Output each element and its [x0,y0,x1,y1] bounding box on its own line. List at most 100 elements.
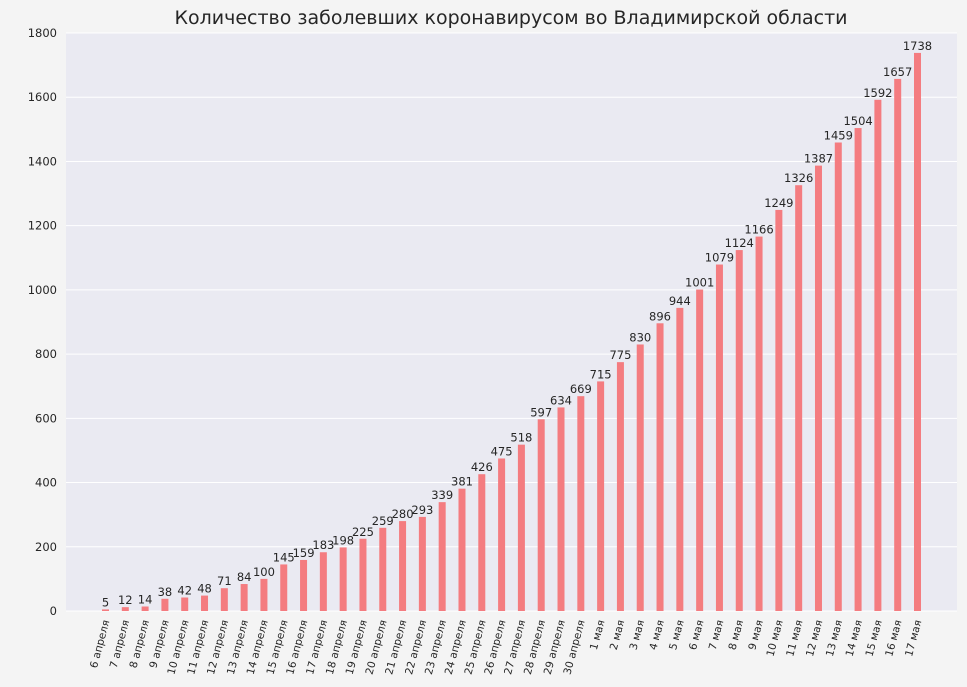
bar-value-label: 715 [590,367,612,381]
bar-value-label: 1124 [725,236,754,250]
bar [636,344,644,611]
bar-value-label: 48 [197,582,212,596]
bar-value-label: 183 [312,538,334,552]
x-tick-label: 17 мая [903,619,924,658]
bar-value-label: 381 [451,475,473,489]
bar-value-label: 339 [431,488,453,502]
bar [478,474,486,611]
bar [141,606,149,611]
x-tick-label: 12 мая [804,619,825,658]
bar [201,595,209,611]
y-tick-label: 1600 [28,90,57,104]
bar-value-label: 100 [253,565,275,579]
bar [438,502,446,611]
chart-title: Количество заболевших коронавирусом во В… [174,7,847,29]
bar-value-label: 775 [609,348,631,362]
bar [676,307,684,611]
x-tick-label: 1 мая [588,619,608,652]
y-tick-label: 800 [35,347,57,361]
y-tick-label: 1800 [28,26,57,40]
bar-value-label: 1326 [784,171,813,185]
y-grid [66,32,957,612]
bar-value-label: 12 [118,593,133,607]
plot-area [66,33,957,611]
bar [220,588,228,611]
bar [280,564,288,611]
bar-value-label: 475 [491,444,513,458]
bar [339,547,347,611]
bar [914,52,921,612]
bar [418,516,426,611]
bar-value-label: 42 [177,584,192,598]
bar-value-label: 84 [237,570,252,584]
bar-value-label: 669 [570,382,592,396]
y-tick-label: 1000 [28,283,57,297]
bar [894,78,902,612]
bar [834,142,842,611]
bar-value-label: 145 [273,550,295,564]
bar-value-label: 944 [669,294,691,308]
x-tick-label: 2 мая [608,619,628,652]
bar [597,381,605,611]
bar [557,407,565,611]
bar [121,607,129,611]
x-tick-label: 10 мая [764,619,785,658]
bar [319,552,327,611]
bar-value-label: 1387 [804,152,833,166]
bars [102,52,921,612]
bar [715,264,723,611]
bar-value-label: 71 [217,574,232,588]
bar-value-label: 198 [332,533,354,547]
bar [260,578,268,611]
value-labels: 5 12 14 38 42 48 71 84 1001451591831982252592802… [102,39,932,609]
bar [359,538,367,611]
bar-value-label: 280 [392,507,414,521]
bar-value-label: 1166 [744,223,773,237]
bar-value-label: 1592 [863,86,892,100]
y-ticks: 0 200 400 600 800 1000 1200 1400 1600 1800 [28,26,57,618]
y-tick-label: 0 [50,604,57,618]
bar-value-label: 426 [471,460,493,474]
x-tick-label: 7 мая [707,619,727,652]
bar-value-label: 1504 [843,114,872,128]
bar-value-label: 14 [138,593,153,607]
bar-value-label: 1249 [764,196,793,210]
y-tick-label: 200 [35,540,57,554]
bar [240,584,248,611]
bar [181,597,189,611]
bar [102,609,109,611]
bar [735,250,743,611]
x-tick-label: 14 мая [844,619,865,658]
x-tick-label: 15 мая [864,619,885,658]
y-tick-label: 400 [35,476,57,490]
bar [577,396,585,611]
x-tick-label: 16 мая [883,619,904,658]
bar-value-label: 5 [102,595,109,609]
bar-value-label: 38 [158,585,173,599]
bar-value-label: 159 [293,546,315,560]
x-tick-label: 8 мая [727,619,747,652]
bar [517,444,525,611]
bar-value-label: 1001 [685,276,714,290]
bar [814,165,822,611]
bar [795,185,803,611]
bar [300,559,308,611]
x-tick-label: 4 мая [647,619,667,652]
x-tick-label: 3 мая [628,619,648,652]
x-tick-label: 9 мая [746,619,766,652]
bar-value-label: 634 [550,393,572,407]
bar [696,289,704,611]
bar [755,236,763,611]
bar-value-label: 518 [510,431,532,445]
x-tick-label: 13 мая [824,619,845,658]
y-tick-label: 600 [35,411,57,425]
y-tick-label: 1200 [28,219,57,233]
bar-value-label: 1459 [824,128,853,142]
bar [854,128,862,611]
bar [874,99,882,612]
bar [379,527,387,611]
bar [161,598,169,611]
bar-value-label: 225 [352,525,374,539]
bar-value-label: 896 [649,309,671,323]
